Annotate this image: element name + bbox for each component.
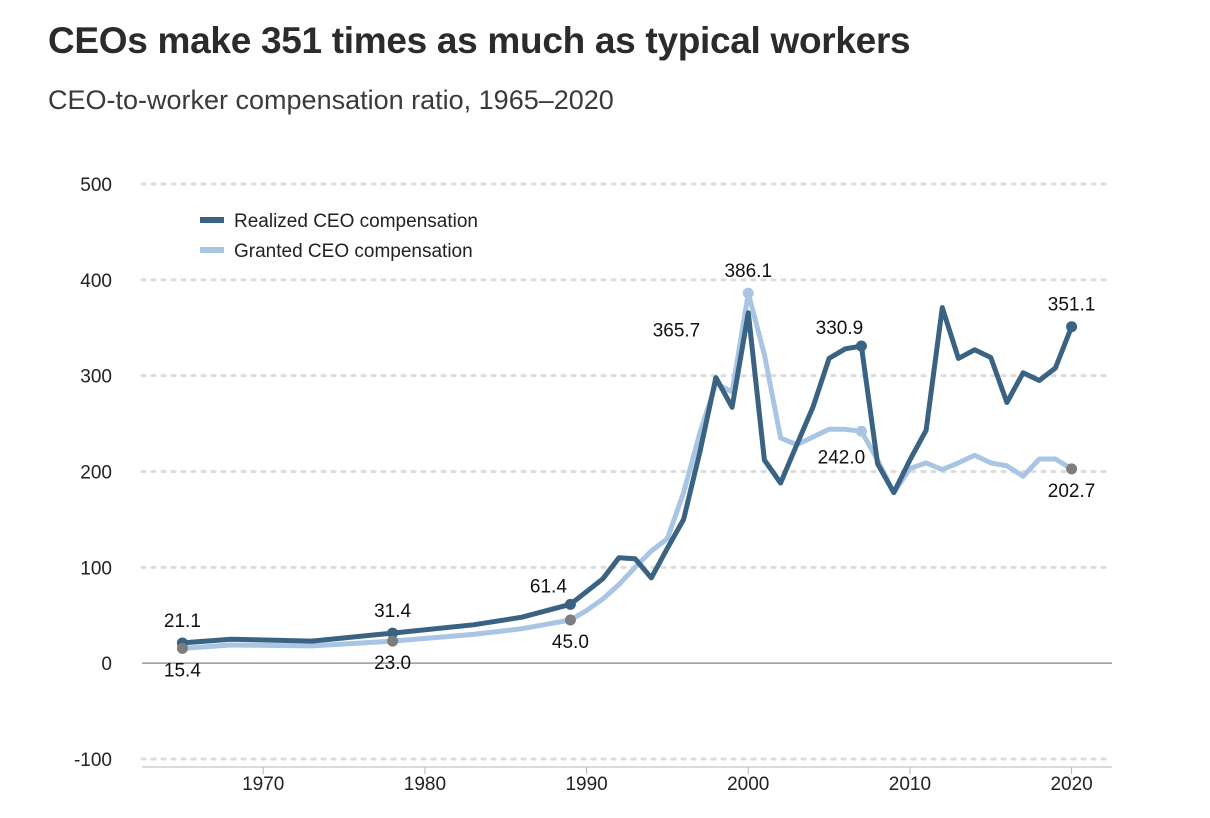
data-point-242.0 bbox=[855, 425, 867, 437]
chart-title: CEOs make 351 times as much as typical w… bbox=[48, 20, 911, 61]
data-label-330.9: 330.9 bbox=[816, 318, 864, 339]
data-label-386.1: 386.1 bbox=[724, 261, 772, 282]
data-label-202.7: 202.7 bbox=[1048, 481, 1096, 502]
data-label-21.1: 21.1 bbox=[164, 611, 201, 632]
y-tick-label-500: 500 bbox=[80, 175, 112, 196]
data-label-61.4: 61.4 bbox=[530, 576, 567, 597]
data-point-351.1 bbox=[1066, 321, 1078, 333]
data-point-23.0 bbox=[387, 635, 399, 647]
data-label-31.4: 31.4 bbox=[374, 601, 411, 622]
y-tick-label-200: 200 bbox=[80, 463, 112, 484]
data-point-61.4 bbox=[564, 598, 576, 610]
data-point-15.4 bbox=[176, 642, 188, 654]
chart-subtitle: CEO-to-worker compensation ratio, 1965–2… bbox=[48, 85, 614, 115]
y-tick-label-100: 100 bbox=[80, 558, 112, 579]
data-point-31.4 bbox=[387, 627, 399, 639]
y-tick-label--100: -100 bbox=[74, 750, 112, 771]
data-label-351.1: 351.1 bbox=[1048, 295, 1096, 316]
x-tick-label-2000: 2000 bbox=[727, 774, 769, 795]
y-tick-label-0: 0 bbox=[101, 654, 112, 675]
legend-label-granted: Granted CEO compensation bbox=[234, 241, 473, 262]
x-tick-label-1970: 1970 bbox=[242, 774, 284, 795]
series-line-realized bbox=[179, 305, 1075, 646]
data-point-386.1 bbox=[742, 287, 754, 299]
y-tick-label-400: 400 bbox=[80, 271, 112, 292]
data-point-45.0 bbox=[564, 614, 576, 626]
x-tick-label-1980: 1980 bbox=[404, 774, 446, 795]
data-point-202.7 bbox=[1066, 463, 1078, 475]
y-tick-label-300: 300 bbox=[80, 367, 112, 388]
x-tick-label-2020: 2020 bbox=[1050, 774, 1092, 795]
legend-label-realized: Realized CEO compensation bbox=[234, 211, 478, 232]
data-label-365.7: 365.7 bbox=[653, 321, 701, 342]
data-label-45.0: 45.0 bbox=[552, 632, 589, 653]
data-label-15.4: 15.4 bbox=[164, 660, 201, 681]
x-tick-label-1990: 1990 bbox=[565, 774, 607, 795]
data-label-23.0: 23.0 bbox=[374, 653, 411, 674]
data-label-242.0: 242.0 bbox=[818, 447, 866, 468]
data-point-330.9 bbox=[855, 340, 867, 352]
x-tick-label-2010: 2010 bbox=[889, 774, 931, 795]
